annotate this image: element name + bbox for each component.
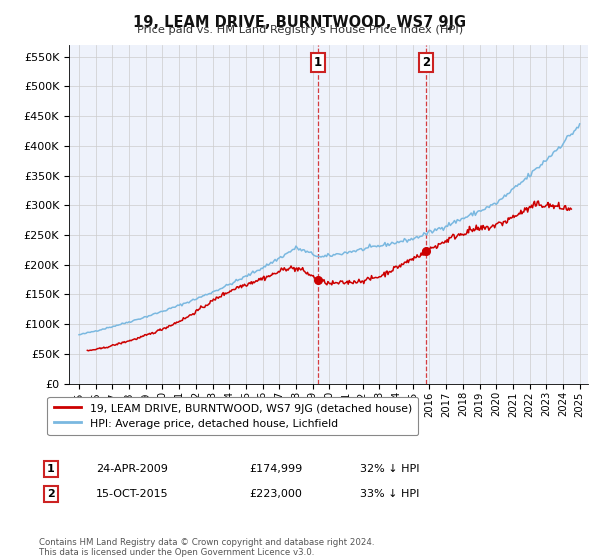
Text: 24-APR-2009: 24-APR-2009 [96,464,168,474]
Text: 1: 1 [47,464,55,474]
Text: 19, LEAM DRIVE, BURNTWOOD, WS7 9JG: 19, LEAM DRIVE, BURNTWOOD, WS7 9JG [133,15,467,30]
Text: £223,000: £223,000 [249,489,302,499]
Text: 2: 2 [422,56,430,69]
Text: Contains HM Land Registry data © Crown copyright and database right 2024.
This d: Contains HM Land Registry data © Crown c… [39,538,374,557]
Text: 2: 2 [47,489,55,499]
Text: 1: 1 [314,56,322,69]
Text: 15-OCT-2015: 15-OCT-2015 [96,489,169,499]
Text: Price paid vs. HM Land Registry's House Price Index (HPI): Price paid vs. HM Land Registry's House … [137,25,463,35]
Text: 32% ↓ HPI: 32% ↓ HPI [360,464,419,474]
Legend: 19, LEAM DRIVE, BURNTWOOD, WS7 9JG (detached house), HPI: Average price, detache: 19, LEAM DRIVE, BURNTWOOD, WS7 9JG (deta… [47,396,418,435]
Text: £174,999: £174,999 [249,464,302,474]
Text: 33% ↓ HPI: 33% ↓ HPI [360,489,419,499]
